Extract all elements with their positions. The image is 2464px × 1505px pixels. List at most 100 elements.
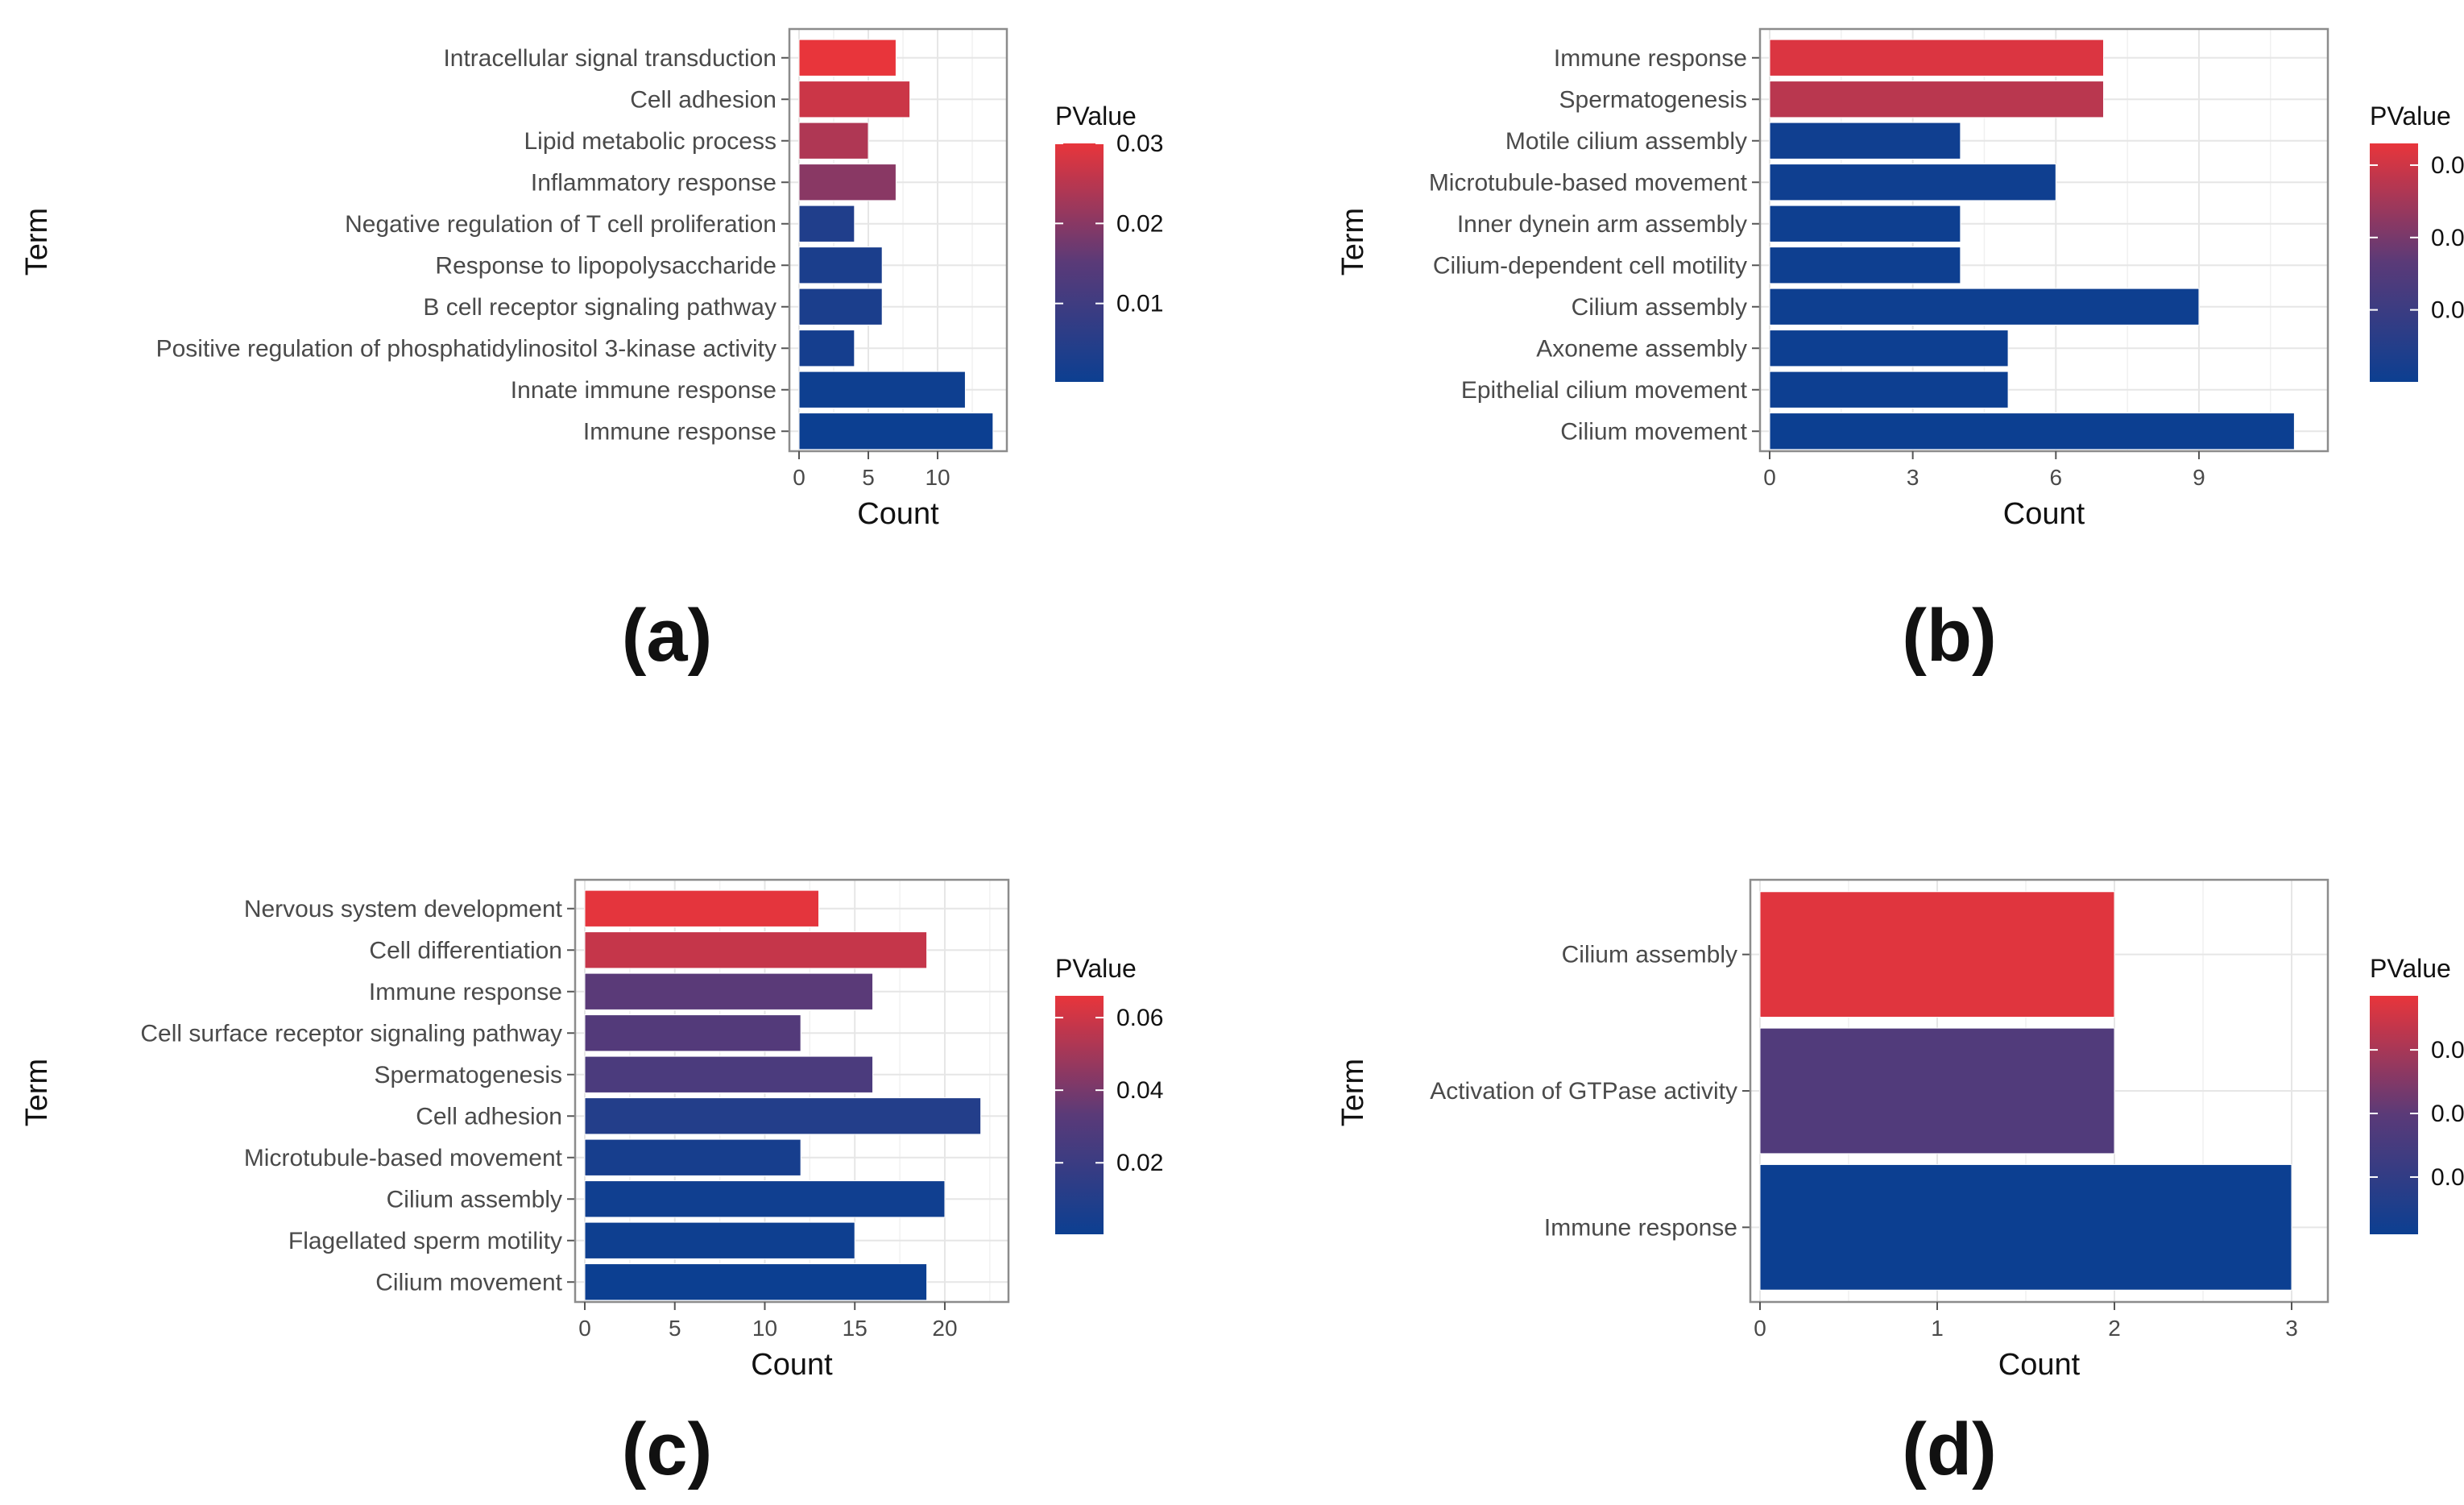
bar[interactable] <box>584 1221 855 1259</box>
chart-panel-c: Nervous system development Cell different… <box>20 878 1163 1490</box>
bar[interactable] <box>798 371 966 408</box>
bar[interactable] <box>1769 330 2009 367</box>
term-label: Response to lipopolysaccharide <box>435 252 776 279</box>
pvalue-legend: PValue 0.06 0.04 0.02 <box>2370 102 2464 382</box>
term-label: Cilium assembly <box>1562 942 1737 968</box>
bar[interactable] <box>798 413 994 450</box>
bar[interactable] <box>1769 205 1961 243</box>
bar[interactable] <box>798 247 883 284</box>
bar[interactable] <box>1769 122 1961 160</box>
bar[interactable] <box>1759 891 2115 1018</box>
pvalue-legend: PValue 0.06 0.04 0.02 <box>1055 954 1163 1234</box>
x-tick-label: 15 <box>843 1316 868 1341</box>
chart-panel-d: Cilium assembly Activation of GTPase acti… <box>1336 878 2464 1490</box>
bar[interactable] <box>1769 288 2200 325</box>
bar[interactable] <box>1769 371 2009 408</box>
bar[interactable] <box>584 1180 946 1218</box>
bar[interactable] <box>1769 39 2105 77</box>
term-label: Positive regulation of phosphatidylinosi… <box>156 335 776 362</box>
bar[interactable] <box>798 330 855 367</box>
term-label: B cell receptor signaling pathway <box>423 294 776 321</box>
legend-title: PValue <box>2370 954 2451 983</box>
x-axis-title: Count <box>1998 1348 2081 1382</box>
term-label: Cilium assembly <box>387 1186 562 1213</box>
bar[interactable] <box>1769 164 2056 201</box>
bar[interactable] <box>584 1055 874 1093</box>
legend-colorbar <box>2370 143 2418 382</box>
x-tick-label: 3 <box>1907 465 1919 490</box>
legend-colorbar <box>1055 143 1104 382</box>
legend-tick-label: 0.03 <box>2431 1164 2464 1191</box>
legend-tick-label: 0.06 <box>1116 1005 1163 1031</box>
x-axis-title: Count <box>857 497 939 531</box>
x-axis-title: Count <box>751 1348 833 1382</box>
bar[interactable] <box>584 1138 801 1176</box>
term-label: Immune response <box>369 979 562 1005</box>
bar[interactable] <box>584 889 820 927</box>
plot-border <box>788 27 1008 453</box>
plot-border <box>1749 878 2329 1304</box>
x-tick-label: 9 <box>2193 465 2205 490</box>
x-tick-label: 5 <box>669 1316 681 1341</box>
bar[interactable] <box>584 1014 801 1052</box>
legend-tick-label: 0.01 <box>1116 291 1163 317</box>
term-label: Cilium movement <box>1560 418 1747 445</box>
pvalue-legend: PValue 0.07 0.05 0.03 <box>2370 954 2464 1234</box>
term-label: Motile cilium assembly <box>1505 128 1747 155</box>
term-label: Immune response <box>1554 45 1747 72</box>
bar[interactable] <box>798 122 869 160</box>
term-label: Immune response <box>583 418 776 445</box>
term-label: Cilium assembly <box>1572 294 1747 321</box>
bar[interactable] <box>1759 1163 2292 1291</box>
legend-tick-label: 0.02 <box>2431 297 2464 324</box>
term-label: Activation of GTPase activity <box>1430 1078 1737 1105</box>
plot-border <box>574 878 1010 1304</box>
bar[interactable] <box>584 972 874 1010</box>
chart-panel-a: Intracellular signal transduction Cell ad… <box>20 27 1163 677</box>
term-label: Epithelial cilium movement <box>1461 377 1748 404</box>
plot-border <box>1758 27 2329 453</box>
x-tick-label: 10 <box>925 465 950 490</box>
y-axis-title: Term <box>1336 208 1370 276</box>
term-label: Cilium movement <box>375 1269 562 1296</box>
term-label: Immune response <box>1544 1214 1737 1241</box>
x-axis-title: Count <box>2003 497 2085 531</box>
bar[interactable] <box>1759 1027 2115 1155</box>
term-label: Inflammatory response <box>531 169 776 196</box>
term-label: Flagellated sperm motility <box>288 1228 562 1254</box>
bar[interactable] <box>798 164 897 201</box>
term-label: Cell adhesion <box>416 1103 562 1130</box>
bar[interactable] <box>584 1097 982 1135</box>
bar[interactable] <box>1769 81 2105 118</box>
bar[interactable] <box>584 1263 928 1301</box>
x-tick-label: 6 <box>2050 465 2063 490</box>
legend-title: PValue <box>2370 102 2451 131</box>
term-label: Spermatogenesis <box>375 1062 562 1088</box>
bar[interactable] <box>584 931 928 969</box>
legend-tick-label: 0.06 <box>2431 152 2464 179</box>
bar[interactable] <box>798 205 855 243</box>
term-label: Axoneme assembly <box>1536 335 1747 362</box>
term-label: Inner dynein arm assembly <box>1457 211 1747 238</box>
panel-label: (c) <box>622 1408 712 1490</box>
term-label: Cell adhesion <box>630 86 776 113</box>
term-label: Microtubule-based movement <box>1429 169 1748 196</box>
bar[interactable] <box>1769 413 2295 450</box>
y-axis-title: Term <box>1336 1059 1370 1126</box>
legend-tick-label: 0.02 <box>1116 1150 1163 1176</box>
x-tick-label: 0 <box>578 1316 591 1341</box>
chart-panel-b: Immune response Spermatogenesis Motile cil… <box>1336 27 2464 677</box>
term-label: Cell surface receptor signaling pathway <box>140 1020 562 1047</box>
term-label: Nervous system development <box>244 896 563 922</box>
bar[interactable] <box>798 81 911 118</box>
bar[interactable] <box>798 288 883 325</box>
term-label: Cilium-dependent cell motility <box>1433 252 1747 279</box>
bar[interactable] <box>798 39 897 77</box>
bar[interactable] <box>1769 247 1961 284</box>
y-axis-title: Term <box>20 1059 54 1126</box>
x-tick-label: 20 <box>932 1316 957 1341</box>
legend-title: PValue <box>1055 954 1137 983</box>
